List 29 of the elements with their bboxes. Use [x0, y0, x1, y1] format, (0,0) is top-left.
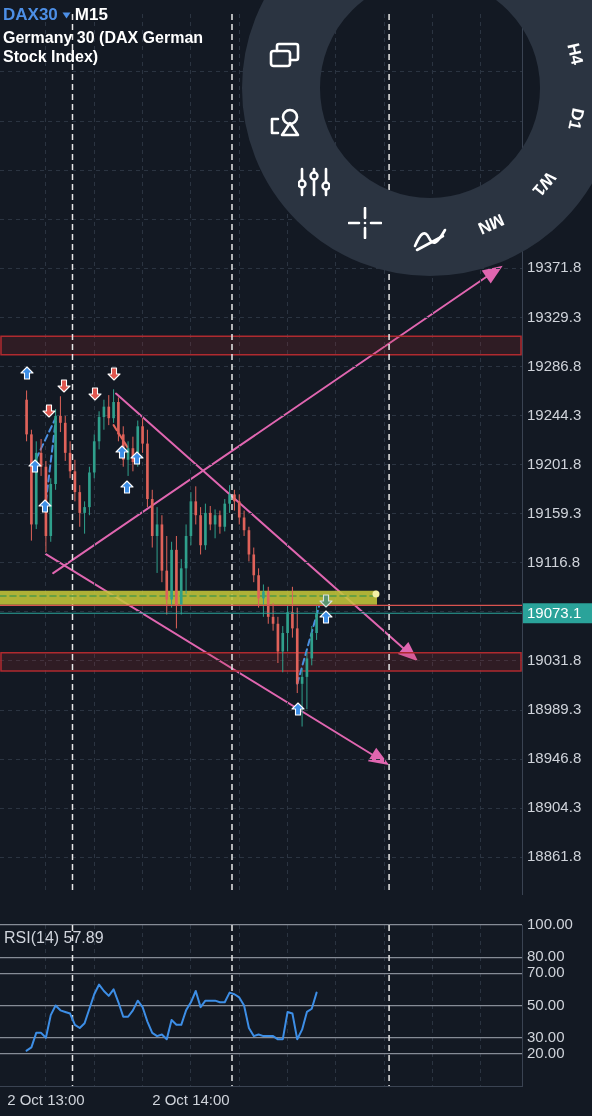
x-tick-label: 2 Oct 14:00: [152, 1091, 230, 1109]
chart-title: RSI(14) 57.89: [4, 928, 104, 947]
y-tick-label: 18904.3: [527, 798, 582, 816]
y-tick-label: 19371.8: [527, 258, 582, 276]
ref-line-label: 19073.1: [527, 604, 582, 622]
text: D1: [564, 106, 588, 132]
annotation: MN: [474, 210, 507, 239]
y-tick-label: 100.00: [527, 915, 573, 933]
y-tick-label: 19244.3: [527, 405, 582, 423]
y-tick-label: 30.00: [527, 1027, 565, 1045]
text: Germany 30 (DAX German Stock Index): [3, 28, 205, 66]
y-tick-label: 80.00: [527, 947, 565, 965]
text: H4: [563, 41, 587, 68]
y-tick-label: 70.00: [527, 963, 565, 981]
y-tick-label: 19159.3: [527, 503, 582, 521]
annotation: M15: [74, 5, 108, 25]
chart-title: DAX30: [3, 5, 58, 25]
y-tick-label: 18946.8: [527, 749, 582, 767]
y-tick-label: 19286.8: [527, 356, 582, 374]
y-tick-label: 19031.8: [527, 651, 582, 669]
y-tick-label: 50.00: [527, 995, 565, 1013]
y-tick-label: 19116.8: [527, 552, 581, 570]
y-tick-label: 19201.8: [527, 454, 582, 472]
y-tick-label: 19329.3: [527, 307, 582, 325]
x-tick-label: 2 Oct 13:00: [7, 1091, 85, 1109]
y-tick-label: 20.00: [527, 1043, 565, 1061]
y-tick-label: 18989.3: [527, 700, 582, 718]
y-tick-label: 18861.8: [527, 847, 582, 865]
text: W1: [528, 167, 560, 200]
